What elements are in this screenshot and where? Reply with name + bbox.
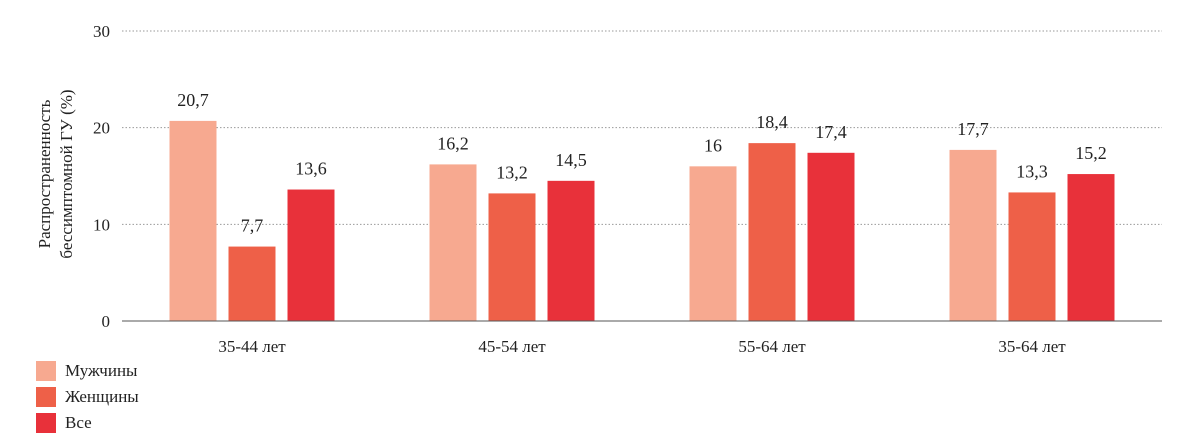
y-tick-label-20: 20 [93, 119, 110, 138]
bar-4-3 [1067, 174, 1115, 321]
data-label-3-1: 16 [704, 135, 722, 155]
legend-swatch-women [36, 387, 56, 407]
legend-label-women: Женщины [65, 387, 139, 406]
data-label-2-3: 14,5 [555, 150, 587, 170]
data-label-2-1: 16,2 [437, 133, 469, 153]
legend-label-men: Мужчины [65, 361, 138, 380]
data-label-1-2: 7,7 [241, 216, 264, 236]
bar-2-3 [547, 180, 595, 321]
y-tick-label-10: 10 [93, 215, 110, 234]
x-tick-label-1: 35-44 лет [218, 337, 286, 356]
legend-label-all: Все [65, 413, 92, 432]
bar-2-2 [488, 193, 536, 321]
legend-item-all: Все [36, 410, 139, 436]
y-tick-labels: 0 10 20 30 [93, 22, 110, 331]
legend-item-women: Женщины [36, 384, 139, 410]
legend-swatch-men [36, 361, 56, 381]
bar-3-3 [807, 152, 855, 321]
bar-1-3 [287, 189, 335, 321]
data-label-4-3: 15,2 [1075, 143, 1107, 163]
bar-3-1 [689, 166, 737, 321]
data-label-4-1: 17,7 [957, 119, 989, 139]
y-axis-label-line-2: бессимптомной ГУ (%) [57, 89, 76, 258]
data-labels: 20,7 7,7 13,6 16,2 13,2 14,5 16 18,4 17,4 17,7 13,… [177, 90, 1107, 236]
gridlines [122, 30, 1162, 225]
y-tick-label-30: 30 [93, 22, 110, 41]
y-axis-label-line-1: Распространенность [35, 99, 54, 248]
data-label-4-2: 13,3 [1016, 161, 1048, 181]
x-tick-label-3: 55-64 лет [738, 337, 806, 356]
y-tick-label-0: 0 [102, 312, 111, 331]
legend: Мужчины Женщины Все [36, 358, 139, 436]
bar-1-2 [228, 246, 276, 321]
data-label-3-3: 17,4 [815, 122, 847, 142]
bar-2-1 [429, 164, 477, 321]
bar-3-2 [748, 143, 796, 321]
x-tick-label-2: 45-54 лет [478, 337, 546, 356]
bar-4-2 [1008, 192, 1056, 321]
legend-swatch-all [36, 413, 56, 433]
bars [169, 120, 1115, 322]
data-label-1-1: 20,7 [177, 90, 209, 110]
bar-1-1 [169, 120, 217, 322]
data-label-2-2: 13,2 [496, 162, 528, 182]
x-tick-label-4: 35-64 лет [998, 337, 1066, 356]
data-label-3-2: 18,4 [756, 112, 788, 132]
bar-4-1 [949, 149, 997, 321]
data-label-1-3: 13,6 [295, 159, 327, 179]
x-tick-labels: 35-44 лет 45-54 лет 55-64 лет 35-64 лет [218, 337, 1066, 356]
legend-item-men: Мужчины [36, 358, 139, 384]
